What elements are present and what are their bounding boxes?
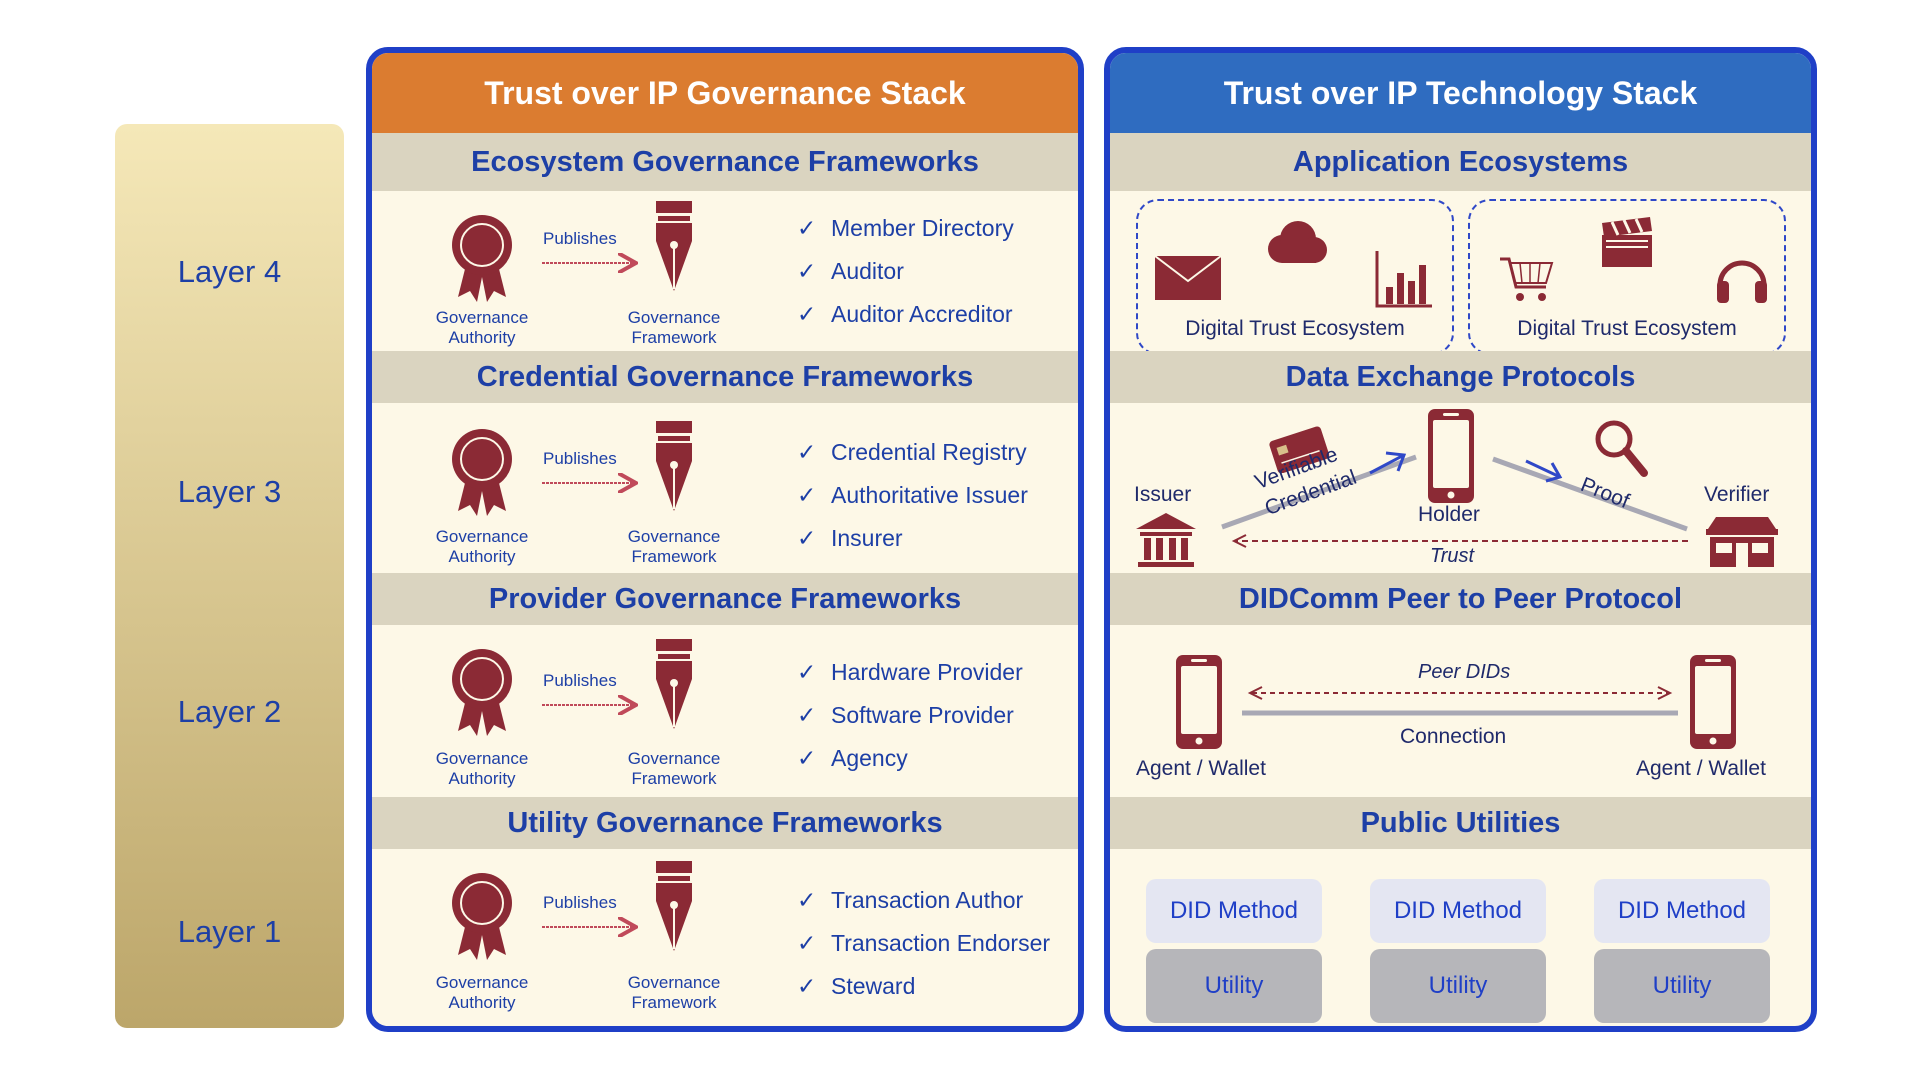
holder-phone-icon [1428,409,1474,503]
checklist-item: ✓ Agency [797,745,908,771]
data-exchange-protocols-band: Data Exchange Protocols [1110,351,1811,403]
award-ribbon-icon [451,872,513,961]
digital-trust-ecosystem-label: Digital Trust Ecosystem [1517,317,1737,340]
governance-authority-label: Governance Authority [435,527,529,566]
technology-stack-panel: Trust over IP Technology Stack Applicati… [1104,47,1817,1032]
shopping-cart-icon [1500,257,1554,301]
utility-box: Utility [1370,949,1546,1023]
didcomm-band: DIDComm Peer to Peer Protocol [1110,573,1811,625]
envelope-icon [1154,255,1222,300]
utility-governance-band: Utility Governance Frameworks [372,797,1078,849]
application-ecosystems-section: Digital Trust Ecosystem [1110,191,1811,355]
magnifying-glass-icon [1595,420,1648,477]
checklist-item: ✓ Auditor Accreditor [797,301,1013,327]
connection-label: Connection [1400,725,1507,748]
fountain-pen-icon [655,421,693,512]
holder-label: Holder [1418,503,1480,526]
data-exchange-section: Verifiable Credential Holder Proof Issue… [1110,403,1811,573]
governance-authority-label: Governance Authority [435,973,529,1012]
digital-trust-ecosystem-box: Digital Trust Ecosystem [1468,199,1786,355]
did-method-box: DID Method [1370,879,1546,943]
headphones-icon [1717,260,1767,303]
governance-stack-title: Trust over IP Governance Stack [372,53,1078,133]
checklist-item: ✓ Member Directory [797,215,1014,241]
storefront-icon [1706,517,1778,567]
proof-arrow-icon [1525,459,1563,483]
layer-column: Layer 4 Layer 3 Layer 2 Layer 1 [115,124,344,1028]
credit-card-icon [1269,426,1330,473]
didcomm-section: Agent / Wallet Agent / Wallet Peer DIDs … [1110,625,1811,797]
governance-stack-panel: Trust over IP Governance Stack Ecosystem… [366,47,1084,1032]
layer-1-label: Layer 1 [177,914,282,949]
agent-wallet-phone-icon [1176,655,1222,749]
agent-wallet-phone-icon [1690,655,1736,749]
application-ecosystems-band: Application Ecosystems [1110,133,1811,191]
publishes-label: Publishes [543,229,617,248]
trust-label: Trust [1430,545,1475,567]
checklist-item: ✓ Steward [797,973,916,999]
governance-framework-label: Governance Framework [627,973,721,1012]
bank-building-icon [1136,513,1196,567]
fountain-pen-icon [655,861,693,952]
did-method-box: DID Method [1146,879,1322,943]
fountain-pen-icon [655,201,693,292]
verifiable-credential-arrow-icon [1369,451,1407,475]
publishes-label: Publishes [543,449,617,468]
layer-2-label: Layer 2 [177,694,282,729]
governance-framework-label: Governance Framework [627,527,721,566]
checklist-item: ✓ Software Provider [797,702,1014,728]
fountain-pen-icon [655,639,693,730]
issuer-label: Issuer [1134,483,1192,506]
cloud-icon [1268,221,1327,263]
credential-governance-section: Governance Authority Publishes Governance… [372,403,1078,573]
technology-stack-title: Trust over IP Technology Stack [1110,53,1811,133]
did-method-box: DID Method [1594,879,1770,943]
publishes-arrow-icon [542,253,640,273]
award-ribbon-icon [451,648,513,737]
governance-authority-label: Governance Authority [435,308,529,347]
checklist-item: ✓ Authoritative Issuer [797,482,1028,508]
publishes-arrow-icon [542,695,640,715]
ecosystem-governance-section: Governance Authority Publishes Governance… [372,191,1078,351]
governance-framework-label: Governance Framework [627,749,721,788]
peer-connection-lines [1242,686,1678,716]
layer-4-label: Layer 4 [177,254,282,289]
publishes-arrow-icon [542,917,640,937]
governance-authority-label: Governance Authority [435,749,529,788]
provider-governance-section: Governance Authority Publishes Governance… [372,625,1078,797]
agent-wallet-label: Agent / Wallet [1136,757,1266,780]
checklist-item: ✓ Transaction Author [797,887,1024,913]
publishes-arrow-icon [542,473,640,493]
data-exchange-lines [1221,454,1688,548]
peer-dids-label: Peer DIDs [1418,661,1511,683]
checklist-item: ✓ Transaction Endorser [797,930,1051,956]
agent-wallet-label: Agent / Wallet [1636,757,1766,780]
award-ribbon-icon [451,214,513,303]
ecosystem-governance-band: Ecosystem Governance Frameworks [372,133,1078,191]
layer-3-label: Layer 3 [177,474,282,509]
digital-trust-ecosystem-label: Digital Trust Ecosystem [1185,317,1405,340]
utility-box: Utility [1146,949,1322,1023]
checklist-item: ✓ Credential Registry [797,439,1027,465]
checklist-item: ✓ Hardware Provider [797,659,1023,685]
provider-governance-band: Provider Governance Frameworks [372,573,1078,625]
checklist-item: ✓ Auditor [797,258,904,284]
public-utilities-band: Public Utilities [1110,797,1811,849]
credential-governance-band: Credential Governance Frameworks [372,351,1078,403]
bar-chart-icon [1375,251,1432,308]
checklist-item: ✓ Insurer [797,525,903,551]
publishes-label: Publishes [543,893,617,912]
verifier-label: Verifier [1704,483,1770,506]
public-utilities-section: DID Method Utility DID Method Utility DI… [1110,849,1811,1026]
digital-trust-ecosystem-box: Digital Trust Ecosystem [1136,199,1454,355]
film-clapperboard-icon [1602,217,1652,267]
utility-governance-section: Governance Authority Publishes Governance… [372,849,1078,1026]
award-ribbon-icon [451,428,513,517]
utility-box: Utility [1594,949,1770,1023]
publishes-label: Publishes [543,671,617,690]
governance-framework-label: Governance Framework [627,308,721,347]
